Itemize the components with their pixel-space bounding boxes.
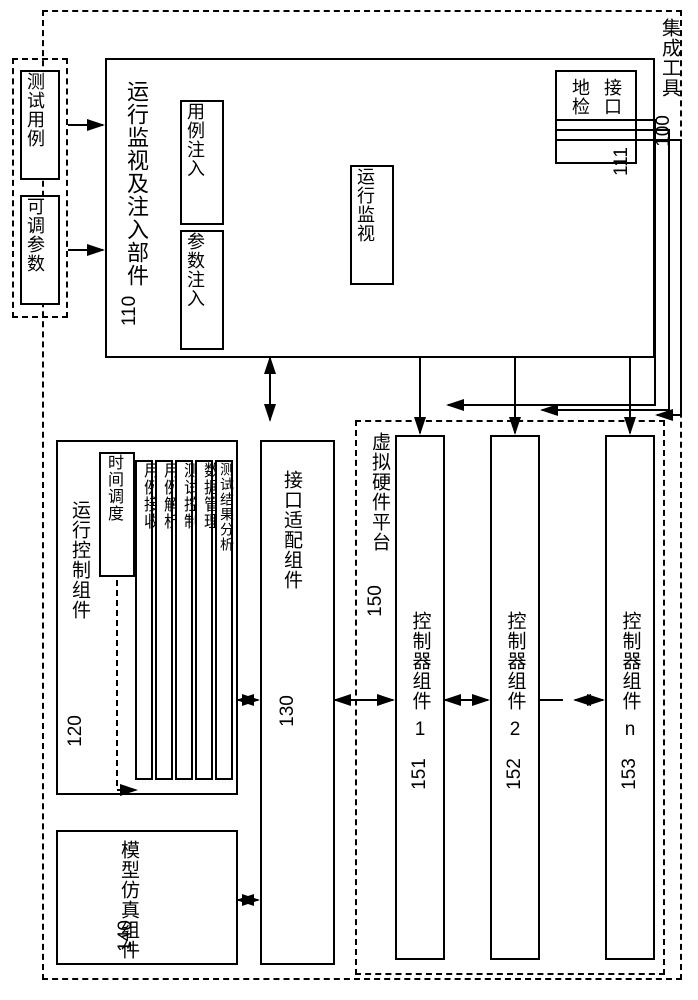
run-item-1: 用例解析 xyxy=(155,460,173,780)
mon-box: 运行监视 xyxy=(350,165,394,285)
gc-label1: 地检 xyxy=(567,78,593,116)
sched-box: 时间调度 xyxy=(99,452,135,577)
run-item-2: 测试控制 xyxy=(175,460,193,780)
model-sim-box xyxy=(56,830,238,965)
iface-num: 130 xyxy=(277,695,299,727)
gc-box: 地检 接口 111 xyxy=(555,70,637,164)
ctrl-num-0: 151 xyxy=(409,758,431,790)
ctrl-box-2: 控制器组件 n 153 xyxy=(605,435,655,960)
outer-label: 集成工具 xyxy=(656,18,683,98)
gc-num: 111 xyxy=(611,98,633,176)
ctrl-suffix-0: 1 xyxy=(415,719,426,741)
ctrl-suffix-2: n xyxy=(625,719,636,741)
test-case-box: 测试用例 xyxy=(20,70,60,180)
ctrl-label-0: 控制器组件 xyxy=(407,611,434,711)
ctrl-box-1: 控制器组件 2 152 xyxy=(490,435,540,960)
sched-label: 时间调度 xyxy=(101,454,125,522)
run-item-0: 用例接收 xyxy=(135,460,153,780)
inj1-box: 用例注入 xyxy=(180,100,224,225)
vhw-num: 150 xyxy=(365,585,387,617)
run-item-label-4: 测试结果分析 xyxy=(217,462,237,552)
ctrl-label-1: 控制器组件 xyxy=(502,611,529,711)
inj2-box: 参数注入 xyxy=(180,230,224,350)
mon-label: 运行监视 xyxy=(352,167,378,243)
run-ctrl-num: 120 xyxy=(65,715,87,747)
vhw-title: 虚拟硬件平台 xyxy=(366,432,393,552)
run-ctrl-title: 运行控制组件 xyxy=(66,500,93,620)
inj1-label: 用例注入 xyxy=(182,102,208,178)
inj2-label: 参数注入 xyxy=(182,232,208,308)
ctrl-box-0: 控制器组件 1 151 xyxy=(395,435,445,960)
run-item-4: 测试结果分析 xyxy=(215,460,233,780)
outer-num: 100 xyxy=(653,115,675,147)
ctrl-suffix-1: 2 xyxy=(510,719,521,741)
test-case-label: 测试用例 xyxy=(22,72,48,148)
adj-param-label: 可调参数 xyxy=(22,197,48,273)
run-item-3: 数据管理 xyxy=(195,460,213,780)
top-title: 运行监视及注入部件 xyxy=(120,80,152,287)
top-num: 110 xyxy=(119,296,141,326)
adj-param-box: 可调参数 xyxy=(20,195,60,305)
ctrl-num-1: 152 xyxy=(504,758,526,790)
ctrl-num-2: 153 xyxy=(619,758,641,790)
iface-title: 接口适配组件 xyxy=(278,470,305,590)
ctrl-label-2: 控制器组件 xyxy=(617,611,644,711)
model-sim-num: 140 xyxy=(115,920,137,952)
